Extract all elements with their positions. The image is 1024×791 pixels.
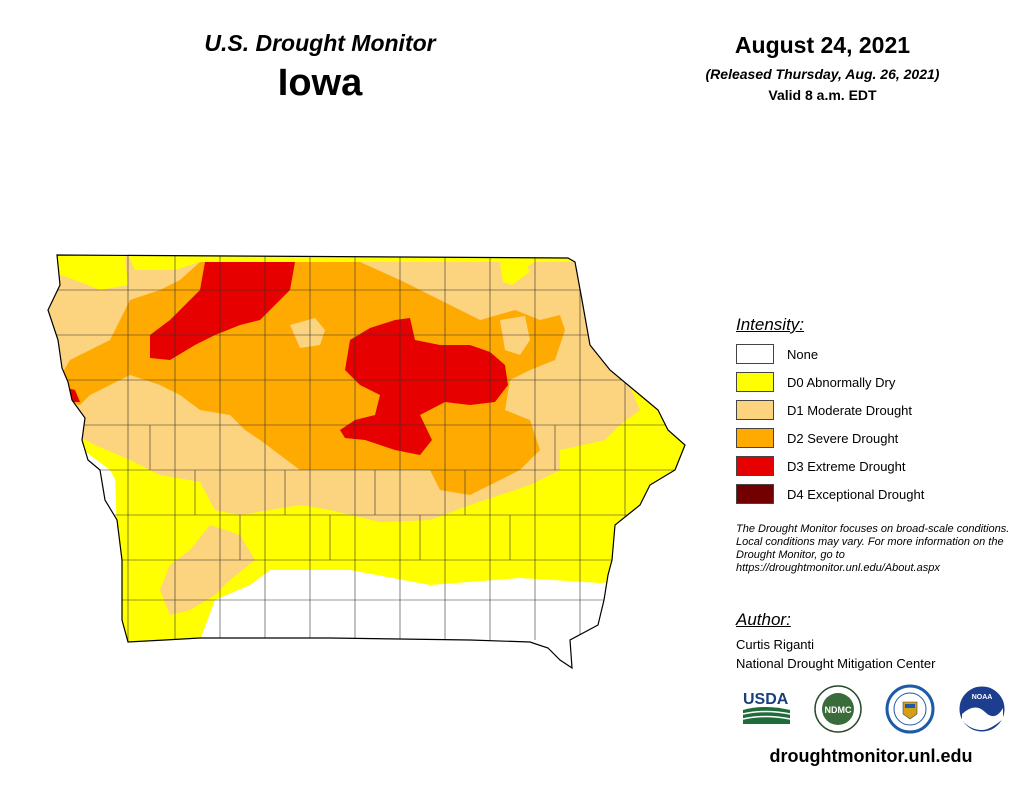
legend-swatch — [736, 400, 774, 420]
svg-text:NDMC: NDMC — [825, 705, 852, 715]
drought-zone-d0-ne — [500, 262, 530, 285]
drought-zone-d1-east — [500, 316, 530, 355]
drought-zone-d3-central — [340, 318, 508, 455]
disclaimer-text: The Drought Monitor focuses on broad-sca… — [736, 523, 1010, 574]
svg-text:USDA: USDA — [743, 691, 789, 708]
legend-label: None — [787, 346, 819, 362]
legend-label: D1 Moderate Drought — [787, 402, 913, 418]
drought-zone-d0-nw — [48, 255, 128, 290]
legend-swatch — [736, 456, 774, 476]
drought-zone-d1-sw — [160, 525, 255, 615]
doc-seal-logo — [885, 684, 935, 734]
valid-time: Valid 8 a.m. EDT — [768, 87, 877, 103]
legend-label: D3 Extreme Drought — [787, 458, 906, 474]
legend-swatch — [736, 484, 774, 504]
legend-item-d3: D3 Extreme Drought — [736, 455, 906, 477]
iowa-drought-map — [47, 254, 686, 670]
legend-label: D2 Severe Drought — [787, 430, 899, 446]
iowa-state-outline — [47, 254, 686, 670]
noaa-logo: NOAA — [958, 685, 1006, 733]
legend-title: Intensity: — [736, 315, 805, 334]
county-boundaries — [48, 255, 685, 642]
usda-logo: USDA — [742, 691, 791, 724]
author-organization: National Drought Mitigation Center — [736, 656, 936, 671]
legend-item-none: None — [736, 343, 818, 365]
legend-item-d1: D1 Moderate Drought — [736, 399, 912, 421]
website-url[interactable]: droughtmonitor.unl.edu — [769, 746, 973, 766]
drought-zone-d3-north — [150, 262, 295, 360]
partner-logos: USDA NDMC NOAA — [742, 684, 1006, 734]
svg-text:NOAA: NOAA — [972, 694, 993, 701]
legend-swatch — [736, 428, 774, 448]
ndmc-logo: NDMC — [814, 685, 862, 733]
legend-item-d4: D4 Exceptional Drought — [736, 483, 924, 505]
author-heading: Author: — [736, 610, 791, 629]
map-title: U.S. Drought Monitor — [204, 30, 436, 56]
valid-date: August 24, 2021 — [734, 32, 911, 58]
legend-item-d0: D0 Abnormally Dry — [736, 371, 895, 393]
legend-label: D0 Abnormally Dry — [787, 374, 896, 390]
legend-swatch — [736, 372, 774, 392]
drought-zone-d1-central — [290, 318, 325, 348]
legend-item-d2: D2 Severe Drought — [736, 427, 898, 449]
author-name: Curtis Riganti — [736, 637, 815, 652]
state-name: Iowa — [277, 62, 363, 104]
legend-label: D4 Exceptional Drought — [787, 486, 925, 502]
release-date: (Released Thursday, Aug. 26, 2021) — [705, 66, 940, 82]
legend-swatch — [736, 344, 774, 364]
